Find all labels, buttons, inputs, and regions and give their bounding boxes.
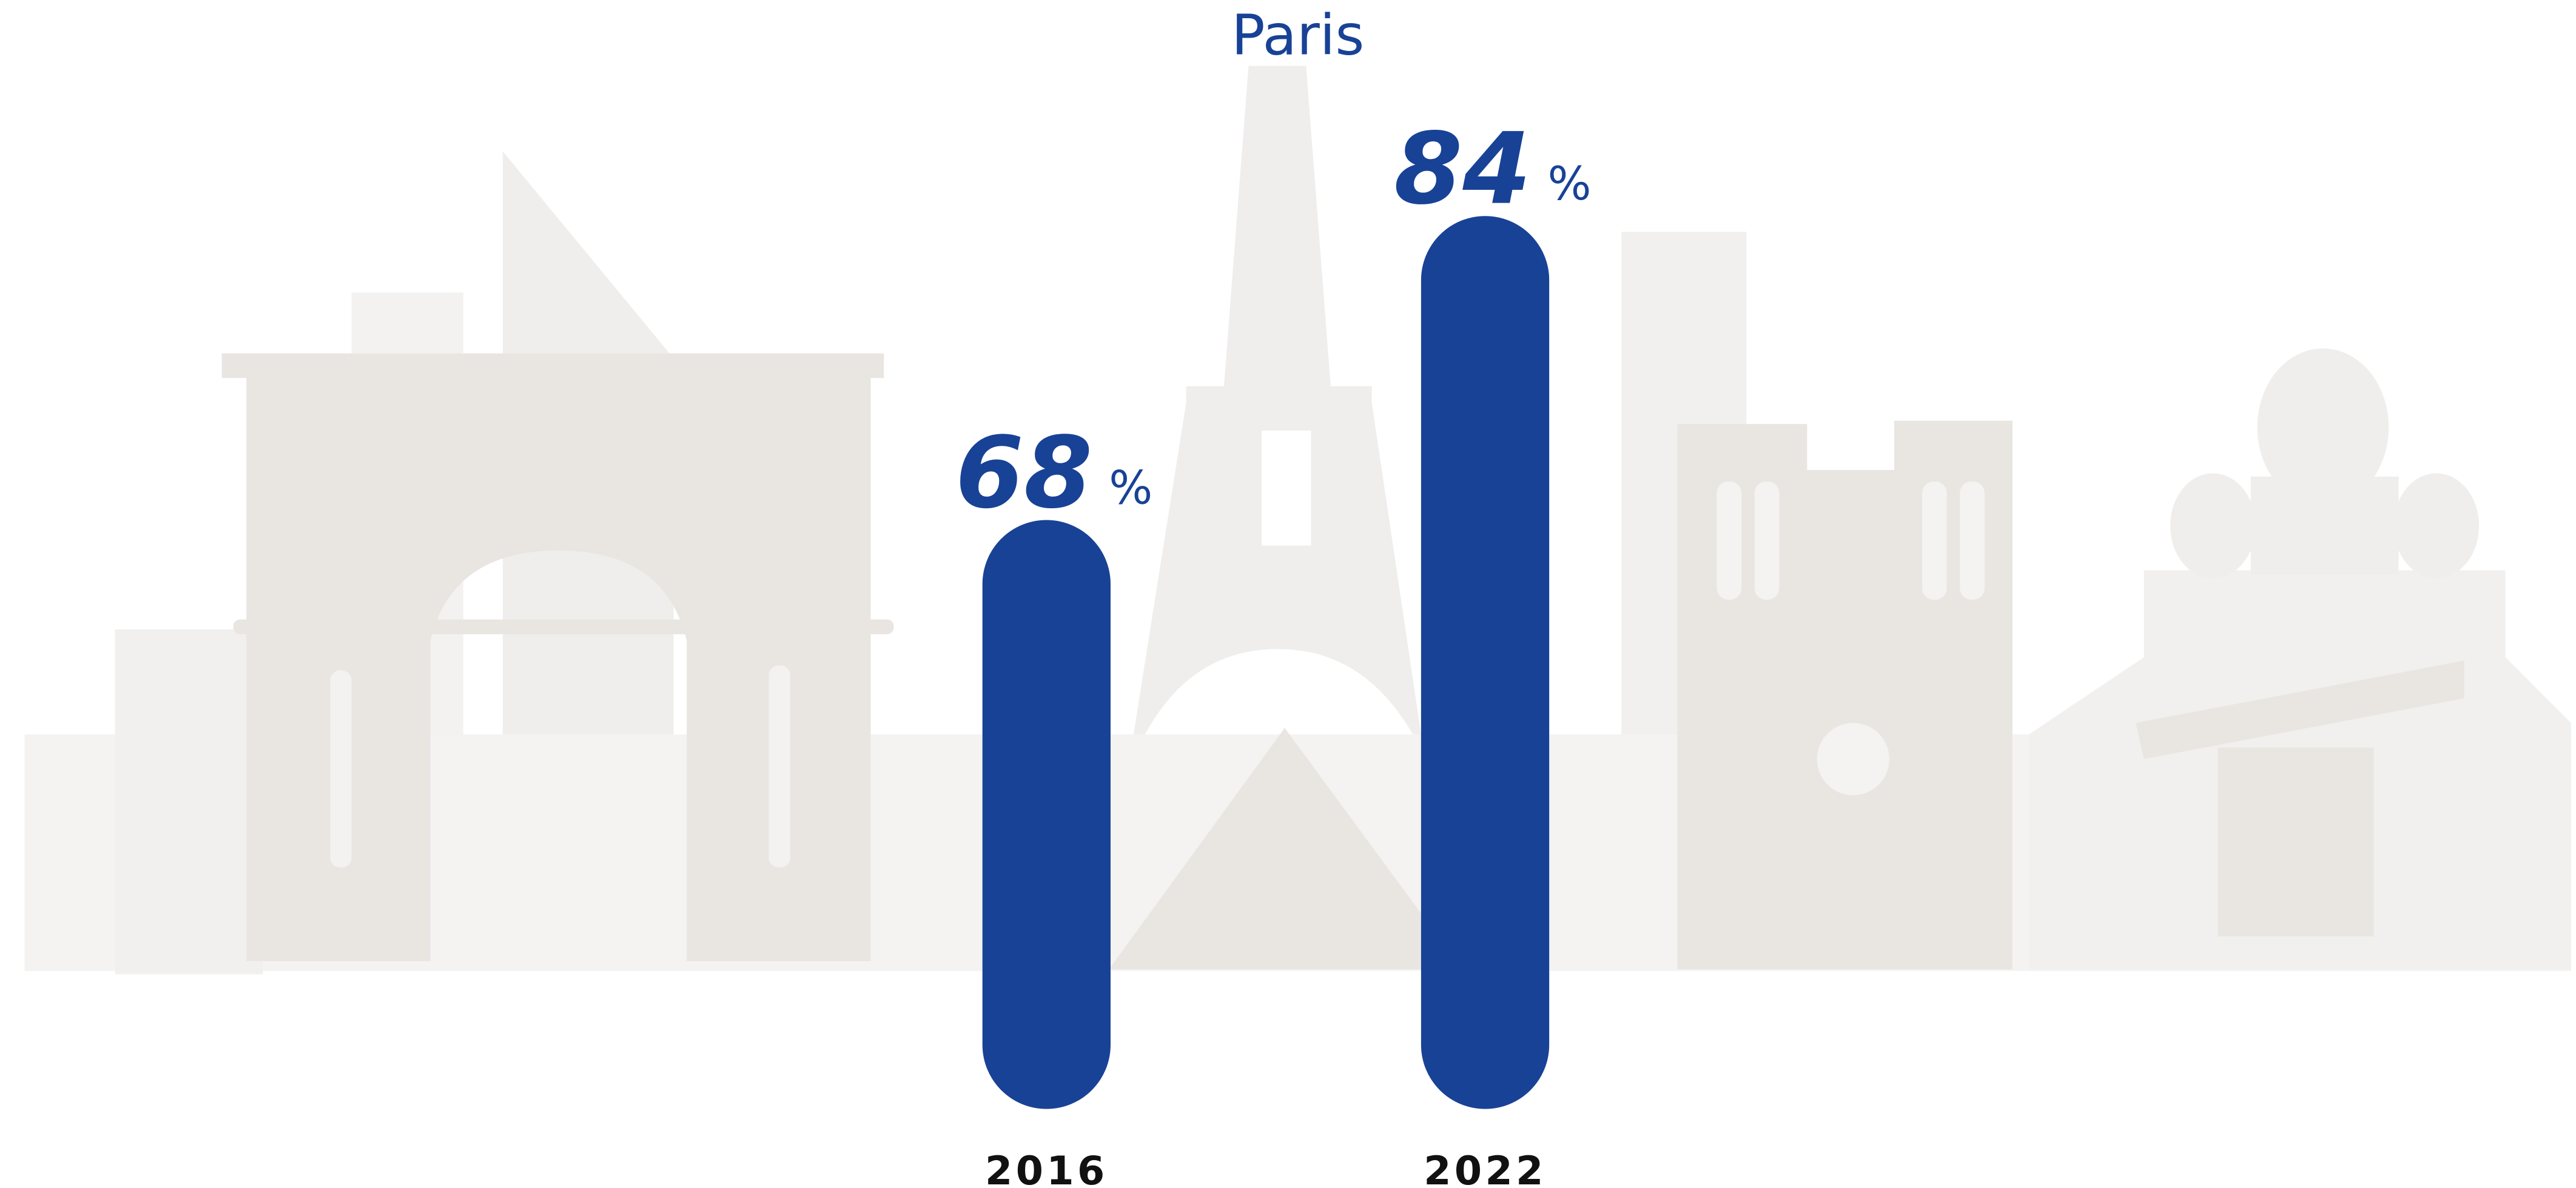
bar xyxy=(982,520,1111,1109)
value-label: 84 xyxy=(1394,112,1531,227)
bar xyxy=(1421,216,1550,1109)
value-unit: % xyxy=(1547,157,1591,210)
value-label: 68 xyxy=(955,416,1092,531)
x-tick-label: 2016 xyxy=(985,1149,1108,1188)
skyline-background xyxy=(24,65,2571,975)
value-unit: % xyxy=(1109,461,1152,514)
chart-title: Paris xyxy=(1231,3,1364,68)
x-tick-label: 2022 xyxy=(1424,1149,1547,1188)
